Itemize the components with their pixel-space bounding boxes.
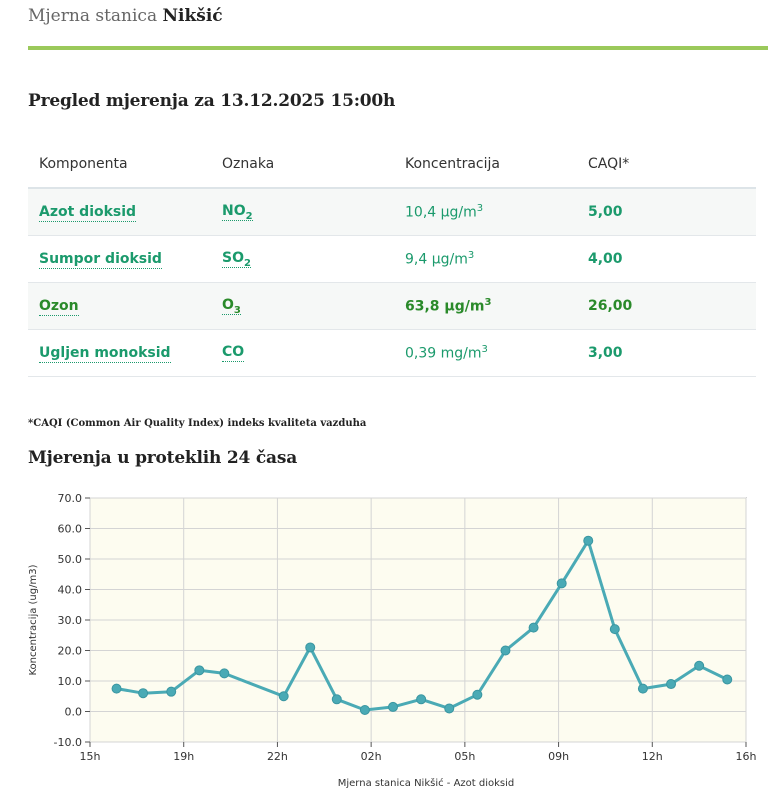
data-point[interactable] xyxy=(331,694,342,705)
data-point[interactable] xyxy=(166,686,177,697)
data-point[interactable] xyxy=(528,622,539,633)
col-header-concentration: Koncentracija xyxy=(394,140,577,189)
data-point[interactable] xyxy=(111,683,122,694)
y-tick-label: 10.0 xyxy=(58,675,83,688)
y-tick-label: 70.0 xyxy=(58,492,83,505)
x-tick-label: 19h xyxy=(173,750,194,763)
data-point[interactable] xyxy=(138,688,149,699)
table-row: Ugljen monoksid CO 0,39 mg/m3 3,00 xyxy=(28,329,756,377)
data-point[interactable] xyxy=(666,679,677,690)
data-point[interactable] xyxy=(388,701,399,712)
symbol-link-so2[interactable]: SO2 xyxy=(222,249,251,269)
data-point[interactable] xyxy=(472,689,483,700)
col-header-caqi: CAQI* xyxy=(577,140,756,189)
table-row: Sumpor dioksid SO2 9,4 µg/m3 4,00 xyxy=(28,235,756,283)
data-point[interactable] xyxy=(637,683,648,694)
caqi-footnote: *CAQI (Common Air Quality Index) indeks … xyxy=(28,418,367,429)
data-point[interactable] xyxy=(359,704,370,715)
caqi-value: 3,00 xyxy=(577,329,756,377)
title-underline xyxy=(28,46,768,50)
station-title: Mjerna stanica Nikšić xyxy=(28,6,223,26)
caqi-value: 4,00 xyxy=(577,235,756,283)
table-row: Azot dioksid NO2 10,4 µg/m3 5,00 xyxy=(28,188,756,236)
station-name: Nikšić xyxy=(162,6,223,26)
x-tick-label: 02h xyxy=(361,750,382,763)
data-point[interactable] xyxy=(444,703,455,714)
series-line-azot-dioksid xyxy=(116,539,728,712)
y-tick-label: 30.0 xyxy=(58,614,83,627)
component-link-azot-dioksid[interactable]: Azot dioksid xyxy=(39,204,137,222)
data-point[interactable] xyxy=(278,691,289,702)
symbol-link-o3[interactable]: O3 xyxy=(222,296,241,316)
table-header-row: Komponenta Oznaka Koncentracija CAQI* xyxy=(28,140,756,189)
data-point[interactable] xyxy=(219,668,230,679)
component-link-sumpor-dioksid[interactable]: Sumpor dioksid xyxy=(39,251,162,269)
data-point[interactable] xyxy=(694,660,705,671)
data-point[interactable] xyxy=(305,642,316,653)
chart-caption: Mjerna stanica Nikšić - Azot dioksid xyxy=(338,777,515,789)
col-header-symbol: Oznaka xyxy=(211,140,394,189)
y-axis-label: Koncentracija (ug/m3) xyxy=(28,564,39,675)
data-point[interactable] xyxy=(609,624,620,635)
no2-24h-line-chart: 70.0 60.0 50.0 40.0 30.0 20.0 10.0 0.0 -10.0 15h… xyxy=(28,492,757,789)
x-axis: 15h 19h 22h 02h 05h 09h 12h 16h xyxy=(80,742,757,763)
col-header-component: Komponenta xyxy=(28,140,211,189)
table-row: Ozon O3 63,8 µg/m3 26,00 xyxy=(28,282,756,330)
data-point[interactable] xyxy=(416,694,427,705)
concentration-value: 10,4 µg/m3 xyxy=(394,188,577,236)
concentration-value: 9,4 µg/m3 xyxy=(394,235,577,283)
x-tick-label: 16h xyxy=(736,750,757,763)
x-tick-label: 22h xyxy=(267,750,288,763)
overview-heading: Pregled mjerenja za 13.12.2025 15:00h xyxy=(28,91,396,111)
data-point[interactable] xyxy=(583,535,594,546)
caqi-value: 5,00 xyxy=(577,188,756,236)
x-tick-label: 05h xyxy=(454,750,475,763)
component-link-ozon[interactable]: Ozon xyxy=(39,298,79,316)
y-tick-label: 0.0 xyxy=(65,706,83,719)
concentration-value: 63,8 µg/m3 xyxy=(394,282,577,330)
data-point[interactable] xyxy=(500,645,511,656)
y-axis: 70.0 60.0 50.0 40.0 30.0 20.0 10.0 0.0 -10.0 xyxy=(54,492,90,749)
x-tick-label: 09h xyxy=(548,750,569,763)
measurements-table: Komponenta Oznaka Koncentracija CAQI* Az… xyxy=(28,140,756,377)
symbol-link-no2[interactable]: NO2 xyxy=(222,202,253,222)
symbol-link-co[interactable]: CO xyxy=(222,343,245,362)
concentration-value: 0,39 mg/m3 xyxy=(394,329,577,377)
x-tick-label: 15h xyxy=(80,750,101,763)
data-points xyxy=(111,535,733,715)
y-tick-label: 20.0 xyxy=(58,645,83,658)
y-tick-label: -10.0 xyxy=(54,736,82,749)
component-link-ugljen-monoksid[interactable]: Ugljen monoksid xyxy=(39,345,171,363)
y-tick-label: 60.0 xyxy=(58,523,83,536)
data-point[interactable] xyxy=(722,674,733,685)
history-heading: Mjerenja u proteklih 24 časa xyxy=(28,448,298,468)
y-tick-label: 40.0 xyxy=(58,584,83,597)
caqi-value: 26,00 xyxy=(577,282,756,330)
data-point[interactable] xyxy=(194,665,205,676)
x-tick-label: 12h xyxy=(642,750,663,763)
data-point[interactable] xyxy=(556,578,567,589)
y-tick-label: 50.0 xyxy=(58,553,83,566)
